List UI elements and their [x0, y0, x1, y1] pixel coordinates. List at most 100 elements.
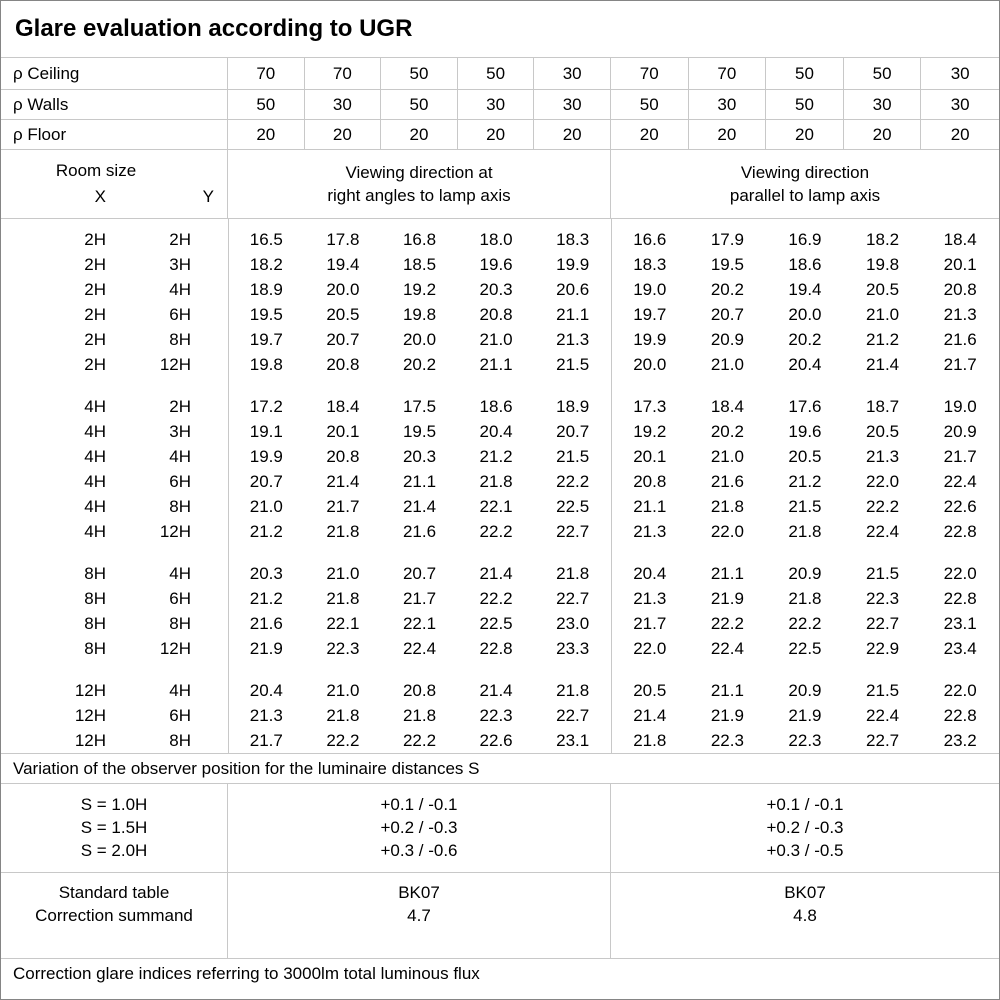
- y-axis-label: Y: [202, 187, 214, 206]
- ugr-value: 21.8: [556, 681, 590, 700]
- room-x-value: 2H: [84, 230, 106, 249]
- ugr-value: 16.5: [249, 230, 283, 249]
- x-axis-label: X: [94, 187, 106, 206]
- ugr-value: 18.4: [710, 397, 744, 416]
- ugr-value: 22.8: [943, 706, 977, 725]
- ugr-value: 19.8: [402, 305, 437, 324]
- room-size-label: Room size: [55, 161, 137, 180]
- ugr-value: 23.4: [943, 639, 977, 658]
- ugr-value: 22.8: [943, 522, 977, 541]
- room-x-value: 4H: [84, 497, 106, 516]
- room-y-value: 6H: [169, 706, 191, 725]
- ugr-value: 20.7: [402, 564, 437, 583]
- ugr-value: 20.0: [402, 330, 437, 349]
- ugr-value: 21.5: [556, 447, 590, 466]
- ugr-value: 21.7: [326, 497, 360, 516]
- ugr-value: 21.9: [788, 706, 822, 725]
- room-y-value: 6H: [169, 305, 191, 324]
- ugr-value: 19.4: [326, 255, 360, 274]
- ugr-value: 22.3: [479, 706, 513, 725]
- table-row: 12H 8H 21.7 22.2 22.2 22.6 23.1 21.8 22.3 22.3 22.…: [1, 728, 999, 753]
- room-y-value: 6H: [169, 472, 191, 491]
- ugr-value: 22.0: [943, 564, 977, 583]
- ugr-value: 21.2: [249, 522, 283, 541]
- ugr-value: 20.0: [326, 280, 360, 299]
- ugr-value: 19.0: [633, 280, 667, 299]
- ugr-value: 23.1: [556, 731, 590, 750]
- ugr-value: 19.8: [249, 355, 283, 374]
- reflectance-value: 50: [457, 58, 535, 90]
- room-x-value: 2H: [84, 255, 106, 274]
- reflectance-value: 30: [921, 90, 999, 120]
- ugr-value: 17.5: [402, 397, 437, 416]
- ugr-value: 19.1: [249, 422, 283, 441]
- ugr-value: 22.1: [479, 497, 513, 516]
- reflectance-value: 70: [610, 58, 689, 90]
- ugr-value: 21.2: [479, 447, 513, 466]
- footer-note: Correction glare indices referring to 30…: [13, 964, 480, 983]
- observer-variation-table: S = 1.0H S = 1.5H S = 2.0H +0.1 / -0.1 +0.2…: [1, 784, 999, 873]
- ugr-value: 17.6: [788, 397, 822, 416]
- ugr-value: 20.7: [326, 330, 360, 349]
- ugr-value: 21.2: [866, 330, 900, 349]
- ugr-value: 19.4: [788, 280, 822, 299]
- ugr-value: 16.8: [402, 230, 437, 249]
- room-y-value: 8H: [169, 731, 191, 750]
- group-column-divider: [611, 219, 612, 753]
- ugr-value: 21.8: [788, 589, 822, 608]
- ugr-value: 22.4: [866, 522, 900, 541]
- ugr-value: 22.7: [556, 706, 590, 725]
- ugr-value: 18.9: [249, 280, 283, 299]
- ugr-value: 22.3: [788, 731, 822, 750]
- ugr-value: 21.4: [479, 681, 513, 700]
- room-x-value: 8H: [84, 639, 106, 658]
- ugr-values-table: 2H 2H 16.5 17.8 16.8 18.0 18.3 16.6 17.9 16.9 18.2…: [1, 219, 999, 754]
- reflectance-value: 20: [688, 120, 767, 150]
- ugr-value: 21.3: [249, 706, 283, 725]
- ugr-value: 18.6: [788, 255, 822, 274]
- ugr-value: 21.7: [633, 614, 667, 633]
- table-row: 4H 12H 21.2 21.8 21.6 22.2 22.7 21.3 22.0 21.8 22.…: [1, 519, 999, 544]
- ugr-value: 21.5: [866, 681, 900, 700]
- ugr-value: 21.8: [556, 564, 590, 583]
- reflectance-value: 20: [766, 120, 844, 150]
- column-header-row: Room size X Y Viewing direction at right…: [1, 150, 999, 219]
- ugr-value: 21.8: [633, 731, 667, 750]
- ugr-value: 21.6: [249, 614, 283, 633]
- ugr-value: 20.9: [788, 564, 822, 583]
- ugr-value: 21.6: [402, 522, 437, 541]
- ugr-value: 21.1: [710, 564, 744, 583]
- ugr-value: 22.4: [402, 639, 437, 658]
- table-row: 2H 2H 16.5 17.8 16.8 18.0 18.3 16.6 17.9 16.9 18.2…: [1, 227, 999, 252]
- table-row: 4H 3H 19.1 20.1 19.5 20.4 20.7 19.2 20.2 19.6 20.5…: [1, 419, 999, 444]
- standard-table-labels: Standard table Correction summand: [1, 873, 228, 958]
- ugr-value: 17.3: [633, 397, 667, 416]
- ugr-value: 22.1: [326, 614, 360, 633]
- ugr-value: 19.5: [402, 422, 437, 441]
- reflectance-value: 20: [921, 120, 999, 150]
- ugr-value: 21.7: [249, 731, 283, 750]
- table-row: 4H 4H 19.9 20.8 20.3 21.2 21.5 20.1 21.0 20.5 21.3…: [1, 444, 999, 469]
- ugr-value: 22.2: [326, 731, 360, 750]
- ugr-value: 22.7: [556, 522, 590, 541]
- room-x-value: 2H: [84, 330, 106, 349]
- ugr-value: 20.4: [788, 355, 822, 374]
- s-correction-value: +0.3 / -0.5: [766, 841, 844, 860]
- ugr-value: 21.9: [710, 706, 744, 725]
- reflectance-value: 20: [304, 120, 382, 150]
- table-row: 4H 6H 20.7 21.4 21.1 21.8 22.2 20.8 21.6 21.2 22.0…: [1, 469, 999, 494]
- variation-note: Variation of the observer position for t…: [1, 754, 999, 784]
- s-correction-value: +0.2 / -0.3: [380, 818, 458, 837]
- room-y-value: 6H: [169, 589, 191, 608]
- room-y-value: 8H: [169, 497, 191, 516]
- ugr-value: 22.2: [479, 589, 513, 608]
- ugr-value: 21.6: [943, 330, 977, 349]
- ugr-value: 22.0: [866, 472, 900, 491]
- table-row: 2H 12H 19.8 20.8 20.2 21.1 21.5 20.0 21.0 20.4 21.…: [1, 352, 999, 377]
- ugr-value: 21.8: [479, 472, 513, 491]
- room-x-value: 12H: [74, 706, 106, 725]
- room-y-value: 12H: [159, 355, 191, 374]
- ugr-value: 22.0: [710, 522, 744, 541]
- reflectance-value: 70: [304, 58, 382, 90]
- ugr-value: 20.8: [943, 280, 977, 299]
